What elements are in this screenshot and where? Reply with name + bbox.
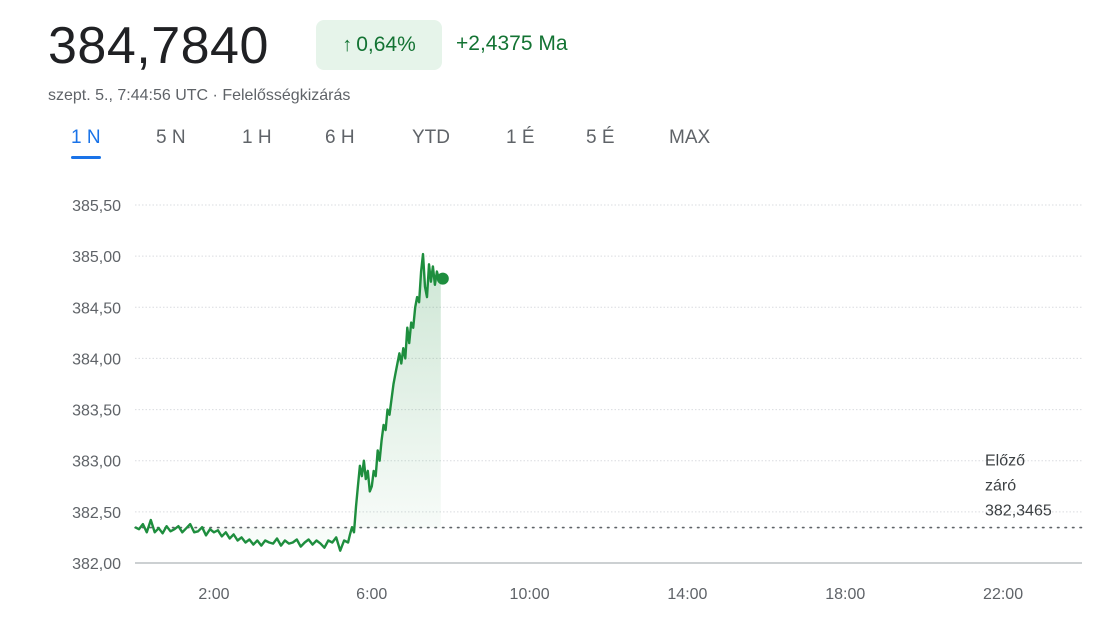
timestamp: szept. 5., 7:44:56 UTC — [48, 87, 209, 104]
x-tick-label: 10:00 — [510, 586, 550, 603]
y-tick-label: 384,50 — [72, 300, 121, 317]
y-tick-label: 383,00 — [72, 454, 121, 471]
change-percent-badge: ↑ 0,64% — [316, 20, 442, 70]
tab-max[interactable]: MAX — [669, 127, 711, 148]
x-tick-label: 18:00 — [825, 586, 865, 603]
separator-dot: · — [212, 87, 218, 104]
y-tick-label: 385,00 — [72, 249, 121, 266]
previous-close-text: záró — [985, 478, 1016, 495]
tab-1-day[interactable]: 1 N — [71, 122, 101, 159]
current-price: 384,7840 — [48, 17, 269, 75]
y-tick-label: 383,50 — [72, 403, 121, 420]
y-tick-label: 384,00 — [72, 351, 121, 368]
tab-ytd[interactable]: YTD — [412, 127, 450, 148]
arrow-up-icon: ↑ — [342, 33, 353, 56]
price-chart: 385,50 385,00 384,50 384,00 383,50 383,00 382,… — [72, 198, 1083, 603]
tab-6-months[interactable]: 6 H — [325, 127, 355, 148]
x-tick-label: 2:00 — [198, 586, 229, 603]
tab-5-days[interactable]: 5 N — [156, 127, 186, 148]
y-tick-label: 382,50 — [72, 505, 121, 522]
y-tick-label: 382,00 — [72, 556, 121, 573]
change-percent-value: 0,64% — [356, 33, 416, 56]
last-price-dot[interactable] — [436, 272, 449, 285]
grid-lines — [135, 204, 1082, 513]
x-tick-label: 14:00 — [667, 586, 707, 603]
price-line — [134, 252, 441, 552]
disclaimer-link[interactable]: Felelősségkizárás — [222, 87, 351, 104]
y-axis-labels: 385,50 385,00 384,50 384,00 383,50 383,00 382,… — [72, 198, 121, 573]
tab-5-years[interactable]: 5 É — [586, 127, 615, 148]
tab-1-year[interactable]: 1 É — [506, 127, 535, 148]
tab-1-month[interactable]: 1 H — [242, 127, 272, 148]
change-absolute: +2,4375 Ma — [456, 32, 568, 55]
previous-close-label: Előző záró 382,3465 — [985, 453, 1052, 520]
previous-close-text: Előző — [985, 453, 1025, 470]
price-area-fill — [135, 254, 441, 551]
x-tick-label: 6:00 — [356, 586, 387, 603]
previous-close-text: 382,3465 — [985, 503, 1052, 520]
x-axis-labels: 2:00 6:00 10:00 14:00 18:00 22:00 — [198, 586, 1023, 603]
x-tick-label: 22:00 — [983, 586, 1023, 603]
timestamp-line: szept. 5., 7:44:56 UTC · Felelősségkizár… — [48, 86, 350, 106]
y-tick-label: 385,50 — [72, 198, 121, 215]
